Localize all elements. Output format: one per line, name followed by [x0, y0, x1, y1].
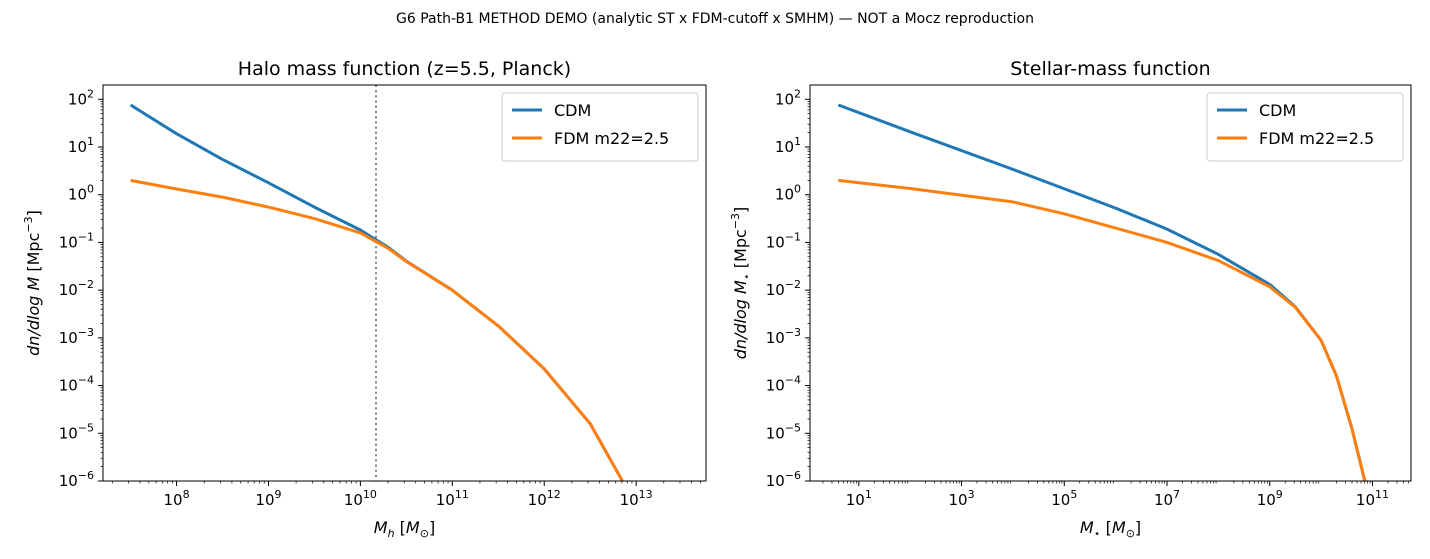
legend-box: [501, 92, 699, 162]
x-tick-label: 101: [846, 488, 872, 509]
x-axis-label: M⋆ [M⊙]: [1080, 518, 1141, 540]
y-tick-label: 10−1: [766, 230, 801, 251]
y-tick-label: 102: [68, 87, 94, 108]
y-axis-label: dn/dlog M⋆ [Mpc−3]: [729, 207, 753, 360]
y-tick-label: 10−6: [766, 469, 801, 490]
legend-label: FDM m22=2.5: [1259, 129, 1374, 148]
x-tick-label: 108: [163, 488, 189, 509]
legend-label: FDM m22=2.5: [554, 129, 669, 148]
y-tick-label: 10−3: [59, 326, 94, 347]
legend: CDM FDM m22=2.5: [501, 92, 699, 162]
y-tick-label: 100: [68, 183, 94, 204]
axes-frame: [102, 84, 707, 482]
y-tick-label: 10−2: [59, 278, 94, 299]
y-tick-label: 10−5: [59, 421, 94, 442]
legend-box: [1206, 92, 1404, 162]
panel-title: Stellar-mass function: [1010, 58, 1210, 80]
x-tick-label: 109: [255, 488, 281, 509]
y-tick-label: 10−6: [59, 469, 94, 490]
x-axis-label: Mh [M⊙]: [374, 518, 435, 540]
x-tick-label: 109: [1257, 488, 1283, 509]
y-tick-label: 102: [775, 87, 801, 108]
x-tick-label: 1010: [344, 488, 377, 509]
axes-frame: [809, 84, 1412, 482]
x-tick-label: 105: [1051, 488, 1077, 509]
x-tick-label: 1012: [528, 488, 561, 509]
panel-title: Halo mass function (z=5.5, Planck): [238, 58, 571, 80]
legend: CDM FDM m22=2.5: [1206, 92, 1404, 162]
y-tick-label: 101: [68, 135, 94, 156]
legend-label: CDM: [554, 101, 591, 120]
series-line-fdm: [838, 178, 1367, 481]
y-tick-label: 10−5: [766, 421, 801, 442]
figure-suptitle: G6 Path-B1 METHOD DEMO (analytic ST x FD…: [396, 11, 1034, 27]
y-tick-label: 10−4: [59, 374, 94, 395]
y-axis-label: dn/dlog M [Mpc−3]: [22, 210, 43, 356]
y-tick-label: 100: [775, 183, 801, 204]
y-tick-label: 10−1: [59, 230, 94, 251]
x-tick-label: 1013: [620, 488, 653, 509]
y-tick-label: 10−2: [766, 278, 801, 299]
y-tick-label: 10−3: [766, 326, 801, 347]
x-tick-label: 1011: [436, 488, 469, 509]
y-tick-label: 101: [775, 135, 801, 156]
x-tick-label: 107: [1154, 488, 1180, 509]
legend-label: CDM: [1259, 101, 1296, 120]
x-tick-label: 1011: [1356, 488, 1389, 509]
y-tick-label: 10−4: [766, 374, 801, 395]
series-line-fdm: [130, 178, 624, 481]
panel-1: Halo mass function (z=5.5, Planck) 108 109…: [22, 58, 707, 540]
x-tick-label: 103: [948, 488, 974, 509]
